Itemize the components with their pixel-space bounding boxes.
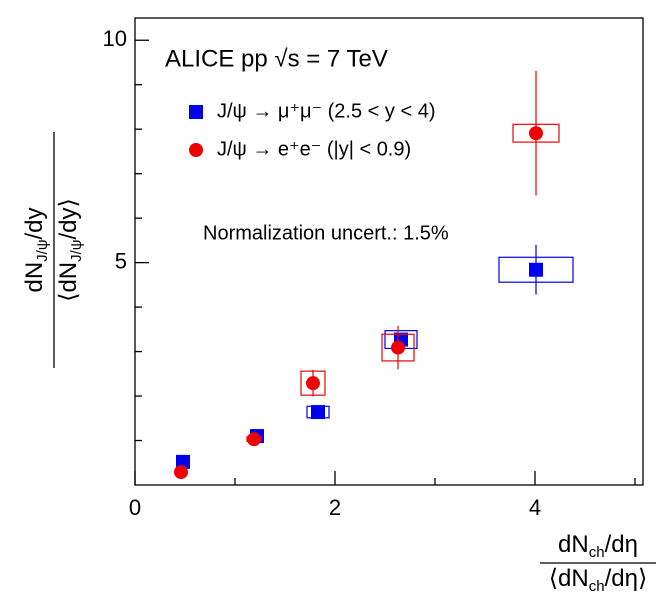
label-part: dN: [21, 262, 48, 293]
data-point: [247, 432, 261, 447]
y-tick-label: 10: [103, 26, 127, 51]
label-part: ⟨dN: [55, 262, 82, 302]
y-tick-label: 5: [115, 248, 127, 273]
label-part: /dη: [605, 531, 638, 558]
data-point: [529, 262, 543, 277]
legend-label: J/ψ → e⁺e⁻ (|y| < 0.9): [217, 138, 411, 160]
label-part: ⟨dN: [549, 565, 589, 592]
label-sub: J/ψ: [68, 239, 85, 261]
x-axis-label: dNch/dη ⟨dNch/dη⟩: [540, 531, 656, 595]
y-axis-label: dNJ/ψ/dy ⟨dNJ/ψ/dy⟩: [21, 132, 85, 368]
data-point: [391, 340, 405, 355]
data-point: [311, 405, 325, 420]
x-tick-label: 0: [129, 495, 141, 520]
legend-marker: [189, 105, 203, 119]
y-label-numerator: dNJ/ψ/dy: [21, 207, 51, 292]
chart-title: ALICE pp √s = 7 TeV: [165, 45, 388, 72]
legend-label: J/ψ → μ⁺μ⁻ (2.5 < y < 4): [217, 100, 435, 122]
legend-marker: [189, 143, 203, 157]
plot-frame: [134, 17, 644, 486]
label-part: /dy: [21, 207, 48, 239]
x-tick-label: 2: [329, 495, 341, 520]
label-part: /dη⟩: [605, 565, 648, 592]
x-tick-label: 4: [529, 495, 541, 520]
label-sub: ch: [589, 544, 605, 561]
annotation: Normalization uncert.: 1.5%: [203, 222, 449, 244]
x-label-numerator: dNch/dη: [558, 531, 638, 561]
data-point: [174, 465, 188, 480]
label-sub: ch: [589, 578, 605, 595]
label-part: dN: [558, 531, 589, 558]
label-sub: J/ψ: [34, 239, 51, 261]
data-point: [529, 126, 543, 141]
y-label-denominator: ⟨dNJ/ψ/dy⟩: [55, 198, 85, 302]
label-part: /dy⟩: [55, 198, 82, 239]
x-label-denominator: ⟨dNch/dη⟩: [549, 565, 648, 595]
data-point: [306, 376, 320, 391]
